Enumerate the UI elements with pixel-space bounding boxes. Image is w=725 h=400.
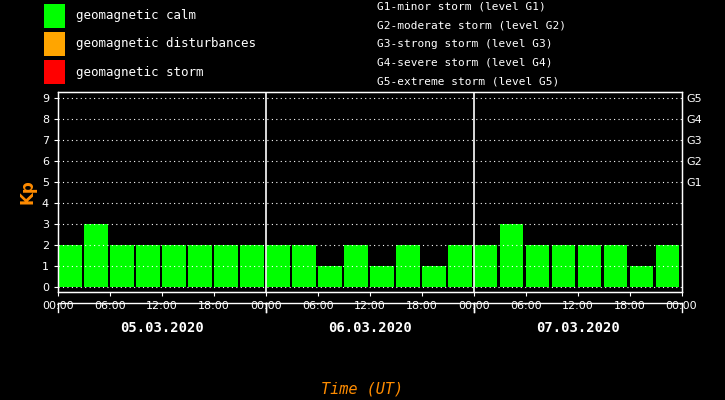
- Text: 06.03.2020: 06.03.2020: [328, 322, 412, 336]
- Bar: [370, 266, 394, 287]
- Bar: [44, 32, 65, 56]
- Bar: [266, 245, 290, 287]
- Bar: [552, 245, 576, 287]
- Bar: [291, 245, 315, 287]
- Y-axis label: Kp: Kp: [18, 180, 36, 204]
- Bar: [110, 245, 134, 287]
- Text: G3-strong storm (level G3): G3-strong storm (level G3): [377, 39, 552, 49]
- Bar: [188, 245, 212, 287]
- Text: 05.03.2020: 05.03.2020: [120, 322, 204, 336]
- Bar: [655, 245, 679, 287]
- Text: G2-moderate storm (level G2): G2-moderate storm (level G2): [377, 20, 566, 30]
- Bar: [578, 245, 602, 287]
- Bar: [44, 4, 65, 28]
- Bar: [44, 60, 65, 84]
- Bar: [396, 245, 420, 287]
- Text: geomagnetic storm: geomagnetic storm: [76, 66, 204, 79]
- Bar: [500, 224, 523, 287]
- Text: 07.03.2020: 07.03.2020: [536, 322, 619, 336]
- Bar: [603, 245, 627, 287]
- Bar: [526, 245, 550, 287]
- Bar: [447, 245, 471, 287]
- Bar: [422, 266, 446, 287]
- Bar: [318, 266, 341, 287]
- Bar: [136, 245, 160, 287]
- Text: geomagnetic disturbances: geomagnetic disturbances: [76, 38, 256, 50]
- Text: Time (UT): Time (UT): [321, 381, 404, 396]
- Text: G5-extreme storm (level G5): G5-extreme storm (level G5): [377, 77, 559, 87]
- Text: geomagnetic calm: geomagnetic calm: [76, 9, 196, 22]
- Bar: [240, 245, 264, 287]
- Text: G1-minor storm (level G1): G1-minor storm (level G1): [377, 1, 546, 11]
- Bar: [58, 245, 82, 287]
- Bar: [162, 245, 186, 287]
- Bar: [344, 245, 368, 287]
- Bar: [84, 224, 108, 287]
- Bar: [473, 245, 497, 287]
- Text: G4-severe storm (level G4): G4-severe storm (level G4): [377, 58, 552, 68]
- Bar: [629, 266, 653, 287]
- Bar: [214, 245, 238, 287]
